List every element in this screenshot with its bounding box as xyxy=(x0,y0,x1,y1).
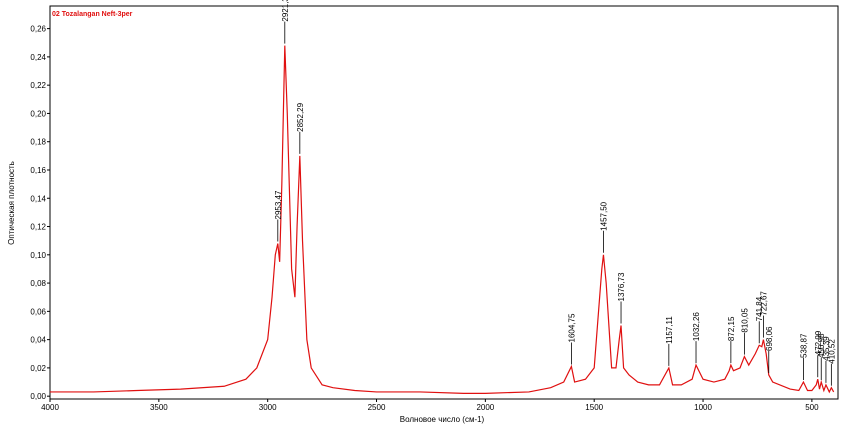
y-tick-label: 0,02 xyxy=(30,364,46,373)
peak-label: 472,99 xyxy=(814,330,823,355)
peak-label: 872,15 xyxy=(727,316,736,341)
y-tick-label: 0,18 xyxy=(30,138,46,147)
plot-frame xyxy=(49,5,839,400)
peak-label: 456,98 xyxy=(817,333,826,358)
peak-label: 2852,29 xyxy=(296,102,305,131)
y-tick-label: 0,00 xyxy=(30,392,46,401)
peak-label: 2921,34 xyxy=(281,0,290,22)
y-tick-label: 0,20 xyxy=(30,109,46,118)
peak-label: 741,84 xyxy=(755,296,764,321)
x-tick-label: 2500 xyxy=(368,403,386,412)
x-tick-label: 500 xyxy=(805,403,819,412)
y-tick-label: 0,14 xyxy=(30,194,46,203)
y-tick-label: 0,12 xyxy=(30,223,46,232)
peak-label: 1032,26 xyxy=(692,312,701,341)
chart-title: 02 Tozalangan Neft-3per xyxy=(52,11,133,18)
peak-label: 1157,11 xyxy=(665,316,674,344)
x-tick-label: 4000 xyxy=(41,403,59,412)
x-tick-label: 1500 xyxy=(585,403,603,412)
x-tick-label: 3000 xyxy=(259,403,277,412)
peak-label: 698,06 xyxy=(765,326,774,351)
peak-label: 810,05 xyxy=(740,308,749,333)
peak-label: 722,67 xyxy=(759,291,768,316)
x-tick-label: 1000 xyxy=(694,403,712,412)
y-tick-label: 0,06 xyxy=(30,307,46,316)
peak-label: 410,52 xyxy=(827,339,836,364)
x-axis-label: Волновое число (см-1) xyxy=(400,415,485,424)
y-tick-label: 0,26 xyxy=(30,25,46,34)
x-tick-label: 3500 xyxy=(150,403,168,412)
peak-label: 1604,75 xyxy=(567,313,576,342)
y-tick-label: 0,08 xyxy=(30,279,46,288)
peak-label: 2953,47 xyxy=(274,190,283,219)
y-tick-label: 0,22 xyxy=(30,81,46,90)
peak-label: 538,87 xyxy=(799,333,808,358)
peak-label: 435,39 xyxy=(822,336,831,361)
y-tick-label: 0,04 xyxy=(30,336,46,345)
y-tick-label: 0,16 xyxy=(30,166,46,175)
spectrum-line xyxy=(50,45,835,394)
peak-label: 1376,73 xyxy=(617,272,626,301)
y-tick-label: 0,24 xyxy=(30,53,46,62)
y-axis-label: Оптическая плотность xyxy=(7,161,16,245)
x-tick-label: 2000 xyxy=(476,403,494,412)
y-tick-label: 0,10 xyxy=(30,251,46,260)
peak-label: 1457,50 xyxy=(599,201,608,230)
